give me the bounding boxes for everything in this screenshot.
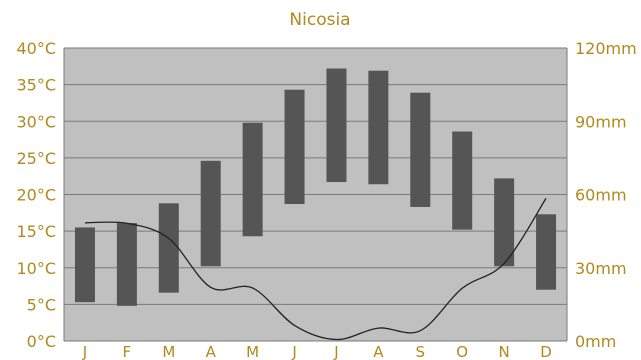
left-tick-label: 15°C [16, 222, 56, 241]
right-tick-label: 90mm [575, 112, 627, 131]
temp-bar-12 [536, 214, 557, 290]
temp-bar-1 [74, 227, 95, 303]
left-tick-label: 40°C [16, 39, 56, 58]
left-tick-label: 0°C [27, 332, 56, 351]
left-tick-label: 35°C [16, 76, 56, 95]
month-label: M [162, 343, 175, 360]
right-tick-label: 0mm [575, 332, 616, 351]
left-tick-label: 25°C [16, 149, 56, 168]
temp-bar-4 [200, 160, 221, 267]
temp-bar-8 [368, 70, 389, 185]
chart-title: Nicosia [289, 10, 350, 30]
month-label: J [82, 343, 87, 360]
month-label: J [291, 343, 296, 360]
month-label: N [499, 343, 510, 360]
temp-bar-7 [326, 68, 347, 183]
temp-bar-5 [242, 122, 263, 237]
month-label: M [246, 343, 259, 360]
month-label: O [456, 343, 468, 360]
temperature-bars [74, 68, 557, 306]
month-label: F [123, 343, 132, 360]
left-axis-ticks: 0°C 5°C 10°C 15°C 20°C 25°C 30°C 35°C 40°C [16, 39, 56, 351]
month-label: S [416, 343, 426, 360]
month-label: A [206, 343, 217, 360]
temp-bar-10 [452, 131, 473, 230]
temp-bar-6 [284, 89, 305, 205]
temp-bar-11 [494, 178, 515, 267]
month-label: A [373, 343, 384, 360]
temp-bar-2 [116, 223, 137, 306]
left-tick-label: 20°C [16, 186, 56, 205]
left-tick-label: 5°C [27, 295, 56, 314]
right-tick-label: 60mm [575, 186, 627, 205]
gridlines [63, 47, 568, 342]
left-tick-label: 10°C [16, 259, 56, 278]
right-axis-ticks: 0mm 30mm 60mm 90mm 120mm [575, 39, 637, 351]
left-tick-label: 30°C [16, 112, 56, 131]
temp-bar-9 [410, 92, 431, 207]
month-label: J [333, 343, 338, 360]
month-label: D [540, 343, 552, 360]
right-tick-label: 120mm [575, 39, 637, 58]
precipitation-line [84, 198, 547, 341]
right-tick-label: 30mm [575, 259, 627, 278]
temp-bar-3 [158, 203, 179, 293]
